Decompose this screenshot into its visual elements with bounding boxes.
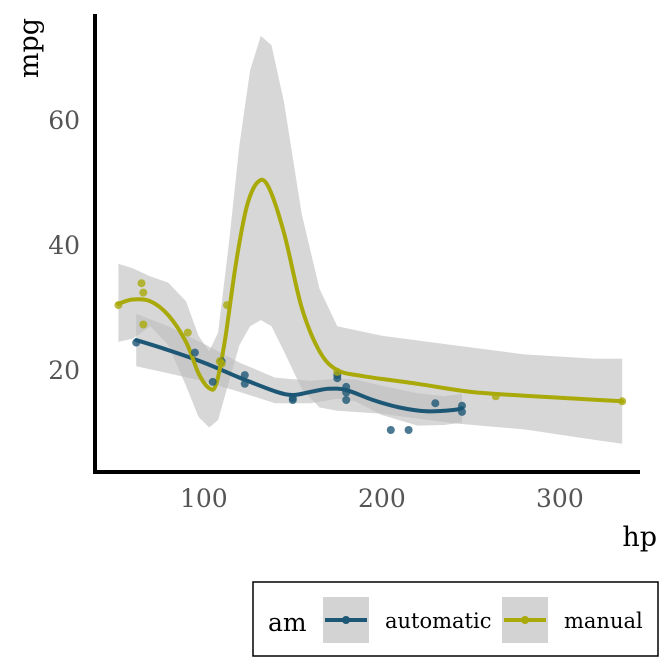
y-tick-label: 40 [48, 231, 80, 260]
point-manual [217, 359, 226, 368]
confidence-bands [118, 35, 623, 444]
band-manual [118, 35, 623, 444]
x-axis-title: hp [622, 522, 657, 553]
point-automatic [342, 382, 351, 391]
point-automatic [342, 388, 351, 397]
y-tick-labels: 20 40 60 [48, 106, 80, 385]
x-tick-labels: 100 200 300 [180, 484, 584, 513]
point-manual [223, 301, 231, 310]
point-automatic [190, 348, 199, 357]
smooth-line-manual [116, 177, 625, 404]
legend-entry-manual: manual [502, 597, 643, 643]
point-manual [139, 320, 148, 329]
point-automatic [208, 377, 217, 386]
legend: am automatic manual [252, 581, 659, 657]
legend-point-automatic [342, 616, 350, 624]
y-axis-title: mpg [14, 18, 45, 78]
legend-entry-automatic: automatic [323, 597, 491, 643]
legend-title: am [268, 608, 307, 637]
point-manual [491, 392, 500, 401]
point-automatic [288, 396, 297, 404]
data-points [114, 279, 627, 434]
point-manual [333, 367, 342, 376]
smooth-line-automatic [134, 338, 464, 414]
x-tick-label: 300 [536, 484, 584, 513]
point-automatic [431, 399, 440, 408]
y-tick-label: 60 [48, 106, 80, 135]
point-manual [137, 279, 146, 288]
legend-label-manual: manual [564, 609, 643, 633]
legend-box [252, 581, 659, 657]
y-tick-label: 20 [48, 356, 80, 385]
point-automatic [132, 338, 141, 347]
smooth-lines [116, 177, 625, 414]
legend-label-automatic: automatic [385, 609, 491, 633]
point-automatic [240, 371, 249, 380]
point-automatic [458, 407, 466, 416]
point-manual [114, 301, 123, 310]
x-tick-label: 100 [180, 484, 228, 513]
legend-point-manual [521, 616, 529, 624]
point-automatic [342, 396, 351, 404]
point-manual [183, 328, 192, 337]
point-automatic [386, 426, 395, 434]
point-automatic [404, 426, 413, 434]
x-tick-label: 200 [358, 484, 406, 513]
point-automatic [240, 379, 249, 388]
point-manual [139, 288, 148, 297]
point-automatic [458, 401, 466, 410]
point-manual [618, 397, 627, 406]
